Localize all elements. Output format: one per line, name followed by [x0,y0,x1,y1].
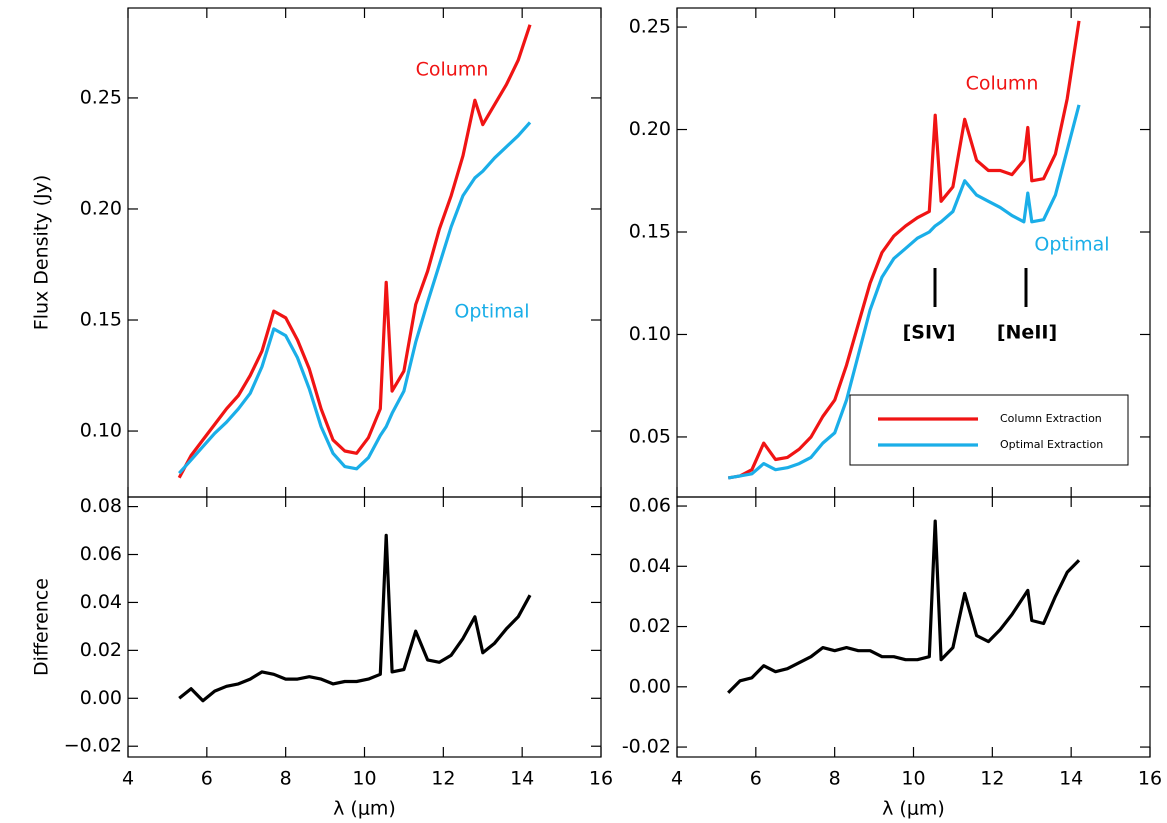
y-tick-label: 0.04 [629,555,671,577]
x-tick-label: 16 [589,768,613,790]
y-tick-label: 0.06 [629,495,671,517]
x-tick-label: 8 [280,768,292,790]
x-tick-label: 12 [431,768,455,790]
annotation: Column [966,73,1039,95]
y-tick-label: 0.20 [80,197,122,219]
x-tick-label: 14 [510,768,534,790]
y-tick-label: 0.10 [80,420,122,442]
y-axis-label: Difference [31,578,53,676]
x-axis-label: λ (μm) [882,798,945,820]
x-tick-label: 10 [352,768,376,790]
y-tick-label: 0.10 [629,323,671,345]
x-tick-label: 6 [750,768,762,790]
x-tick-label: 4 [122,768,134,790]
data-line [178,533,532,703]
x-tick-label: 14 [1059,768,1083,790]
y-tick-label: -0.02 [622,736,671,758]
y-tick-label: 0.15 [80,309,122,331]
x-tick-label: 12 [980,768,1004,790]
y-tick-label: 0.00 [80,687,122,709]
y-axis-label: Flux Density (Jy) [31,175,53,330]
y-tick-label: 0.04 [80,591,122,613]
x-tick-label: 16 [1138,768,1162,790]
legend-box [849,394,1129,466]
y-tick-label: 0.00 [629,675,671,697]
y-tick-label: 0.20 [629,118,671,140]
y-tick-label: 0.25 [80,86,122,108]
plot-frame [127,496,602,758]
x-tick-label: 10 [901,768,925,790]
annotation: [SIV] [903,322,956,344]
x-tick-label: 8 [829,768,841,790]
data-line [177,24,532,479]
y-tick-label: 0.05 [629,425,671,447]
annotation: Optimal [1034,234,1109,256]
y-tick-label: 0.06 [80,543,122,565]
data-line [727,519,1081,694]
x-tick-label: 6 [201,768,213,790]
x-tick-label: 4 [671,768,683,790]
x-axis-label: λ (μm) [333,798,396,820]
series-label: Column [416,59,489,81]
y-tick-label: 0.02 [629,615,671,637]
plot-frame [127,7,602,498]
legend-label: Column Extraction [1000,412,1102,425]
data-line [727,20,1081,480]
data-line [178,121,532,475]
data-line [727,104,1081,480]
y-tick-label: −0.02 [64,735,122,757]
legend-label: Optimal Extraction [1000,438,1103,451]
annotation: [NeII] [997,322,1057,344]
y-tick-label: 0.02 [80,639,122,661]
y-tick-label: 0.25 [629,16,671,38]
y-tick-label: 0.08 [80,495,122,517]
plot-frame [676,496,1151,758]
y-tick-label: 0.15 [629,221,671,243]
series-label: Optimal [454,301,529,323]
